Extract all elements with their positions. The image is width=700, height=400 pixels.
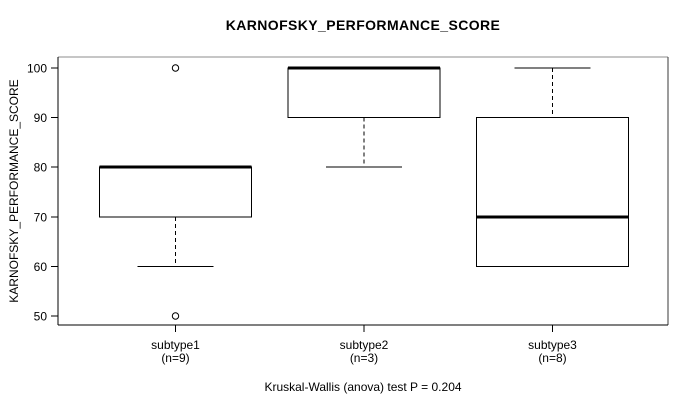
box-subtype3 <box>476 117 629 267</box>
x-tick-label-subtype3: subtype3 (n=8) <box>468 339 638 365</box>
y-tick-label: 70 <box>34 210 48 224</box>
x-tick-label-subtype1: subtype1 (n=9) <box>91 339 261 365</box>
group-name: subtype1 <box>151 338 200 352</box>
x-tick-label-subtype2: subtype2 (n=3) <box>279 339 449 365</box>
outlier-point <box>171 64 180 72</box>
y-tick-label: 80 <box>34 161 48 175</box>
group-name: subtype3 <box>528 338 577 352</box>
stat-test-annotation: Kruskal-Wallis (anova) test P = 0.204 <box>264 380 462 394</box>
y-tick-label: 50 <box>34 310 48 324</box>
box-subtype2 <box>287 67 441 119</box>
y-tick-label: 90 <box>34 111 48 125</box>
y-tick-label: 100 <box>27 62 47 76</box>
group-name: subtype2 <box>339 338 389 352</box>
y-tick-label: 60 <box>34 260 48 274</box>
group-count: (n=3) <box>349 351 379 365</box>
outlier-point <box>171 312 180 320</box>
box-subtype1 <box>99 166 252 218</box>
group-count: (n=8) <box>538 351 567 365</box>
group-count: (n=9) <box>161 351 190 365</box>
chart-title: KARNOFSKY_PERFORMANCE_SCORE <box>225 17 501 33</box>
